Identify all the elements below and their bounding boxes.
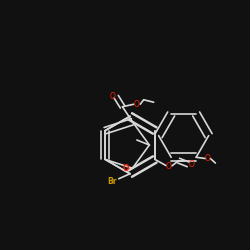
Text: Br: Br	[108, 177, 117, 186]
Text: O: O	[188, 160, 194, 169]
Text: O: O	[134, 100, 140, 109]
Text: O: O	[123, 164, 130, 173]
Text: O: O	[166, 162, 172, 172]
Text: O: O	[110, 92, 116, 101]
Text: O: O	[204, 154, 210, 163]
